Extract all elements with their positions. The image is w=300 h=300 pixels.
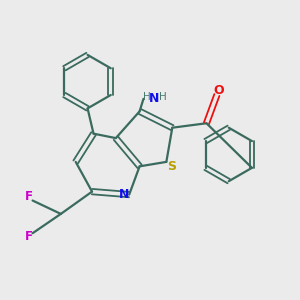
Text: F: F — [25, 190, 33, 203]
Text: O: O — [213, 84, 224, 97]
Text: N: N — [149, 92, 159, 105]
Text: N: N — [119, 188, 129, 201]
Text: H: H — [143, 92, 151, 101]
Text: S: S — [167, 160, 176, 173]
Text: H: H — [159, 92, 167, 101]
Text: F: F — [25, 230, 33, 243]
